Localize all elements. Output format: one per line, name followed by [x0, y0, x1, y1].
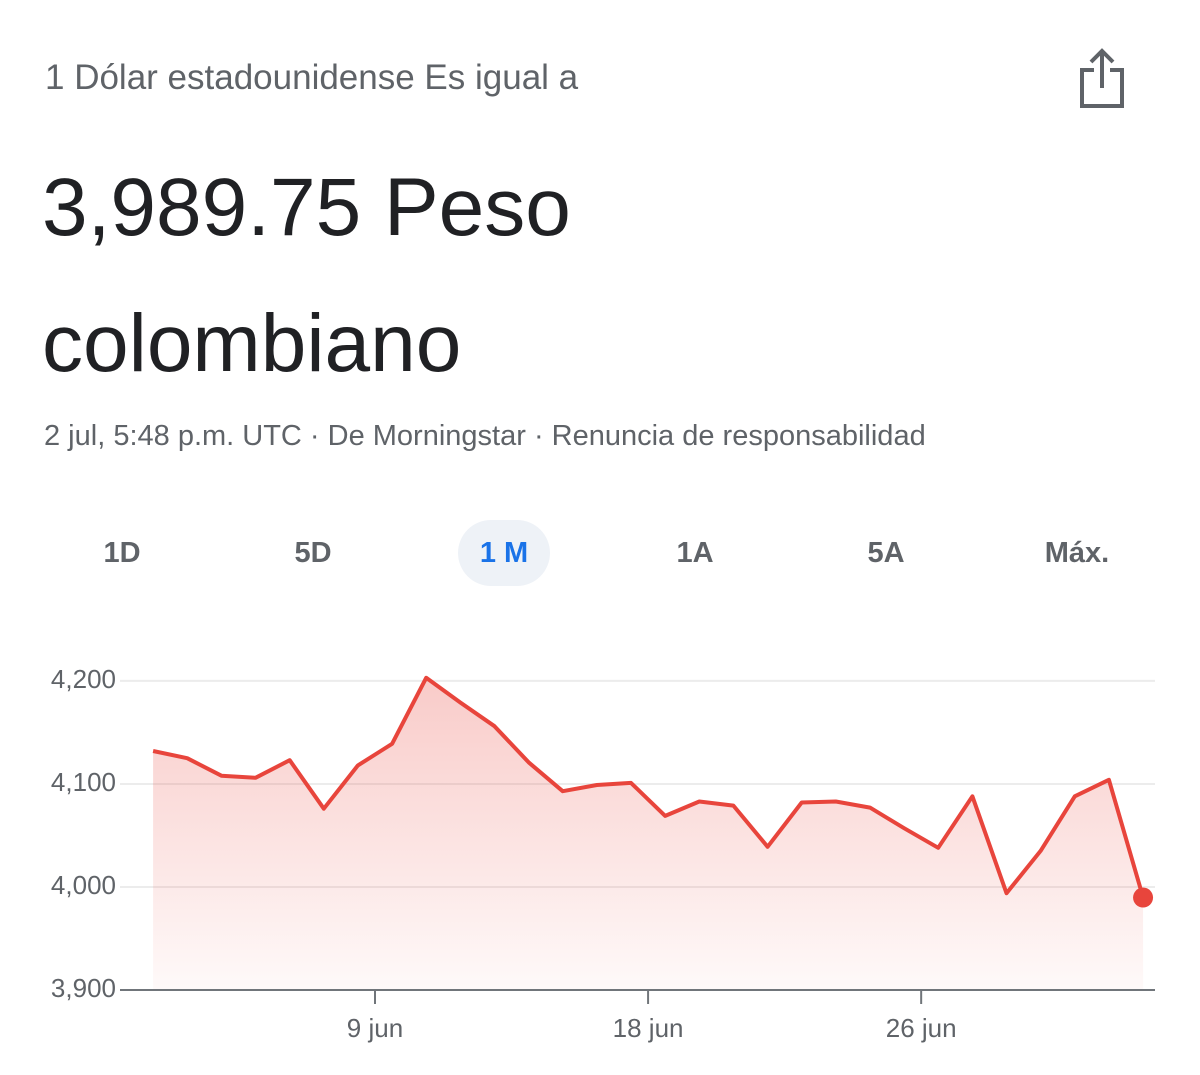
range-tab[interactable]: Máx. — [1044, 537, 1110, 569]
share-button[interactable] — [1076, 48, 1128, 110]
x-tick-label: 18 jun — [613, 1013, 684, 1043]
range-tab[interactable]: 5D — [294, 537, 332, 569]
range-tab[interactable]: 1D — [103, 537, 141, 569]
chart: 3,900 4,000 4,100 4,200 9 jun 18 jun 26 jun — [51, 664, 1155, 1043]
y-tick-label: 4,000 — [51, 870, 116, 900]
range-tabs: 1D 5D 1 M 1A 5A Máx. — [0, 520, 1200, 586]
amount: 3,989.75 Peso colombiano — [42, 162, 571, 389]
y-tick-label: 4,200 — [51, 664, 116, 694]
range-tab[interactable]: 1 M — [458, 520, 550, 586]
x-tick-label: 9 jun — [347, 1013, 403, 1043]
y-tick-label: 4,100 — [51, 767, 116, 797]
range-tab[interactable]: 1A — [676, 537, 714, 569]
range-tab[interactable]: 5A — [867, 537, 905, 569]
subtitle: 1 Dólar estadounidense Es igual a — [45, 58, 579, 97]
last-point — [1133, 887, 1154, 908]
y-tick-label: 3,900 — [51, 973, 116, 1003]
source: 2 jul, 5:48 p.m. UTC · De Morningstar · … — [44, 420, 926, 452]
area — [153, 677, 1144, 990]
x-tick-label: 26 jun — [886, 1013, 957, 1043]
line — [152, 675, 1146, 899]
